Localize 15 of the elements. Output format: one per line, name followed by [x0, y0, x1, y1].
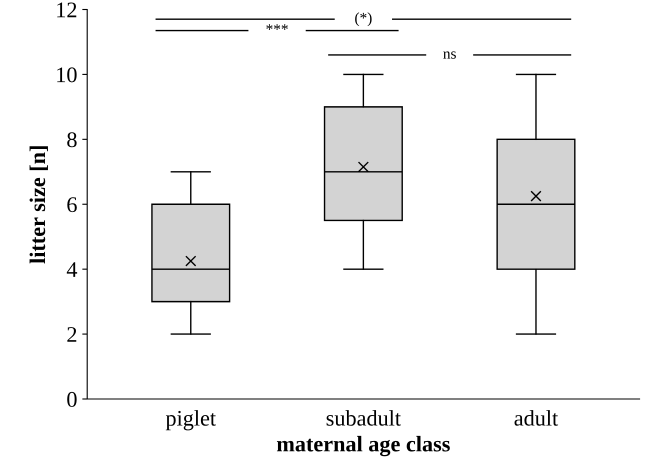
annotation: ns [443, 51, 456, 59]
y-tick-label: 4 [66, 262, 78, 277]
y-tick-label: 0 [67, 392, 77, 407]
x-tick-label: piglet [166, 410, 216, 430]
y-tick-label: 10 [57, 67, 77, 82]
y-axis-title: litter size [n] [30, 146, 48, 264]
x-axis-title: maternal age class [276, 436, 450, 456]
y-tick-label: 12 [57, 2, 76, 18]
y-tick-label: 8 [67, 132, 77, 148]
annotation: *** [266, 24, 288, 30]
x-tick-label: subadult [326, 410, 401, 426]
y-tick-label: 6 [67, 197, 77, 212]
annotation: (*) [355, 12, 372, 26]
x-tick-label: adult [514, 410, 558, 426]
y-tick-label: 2 [67, 327, 76, 342]
